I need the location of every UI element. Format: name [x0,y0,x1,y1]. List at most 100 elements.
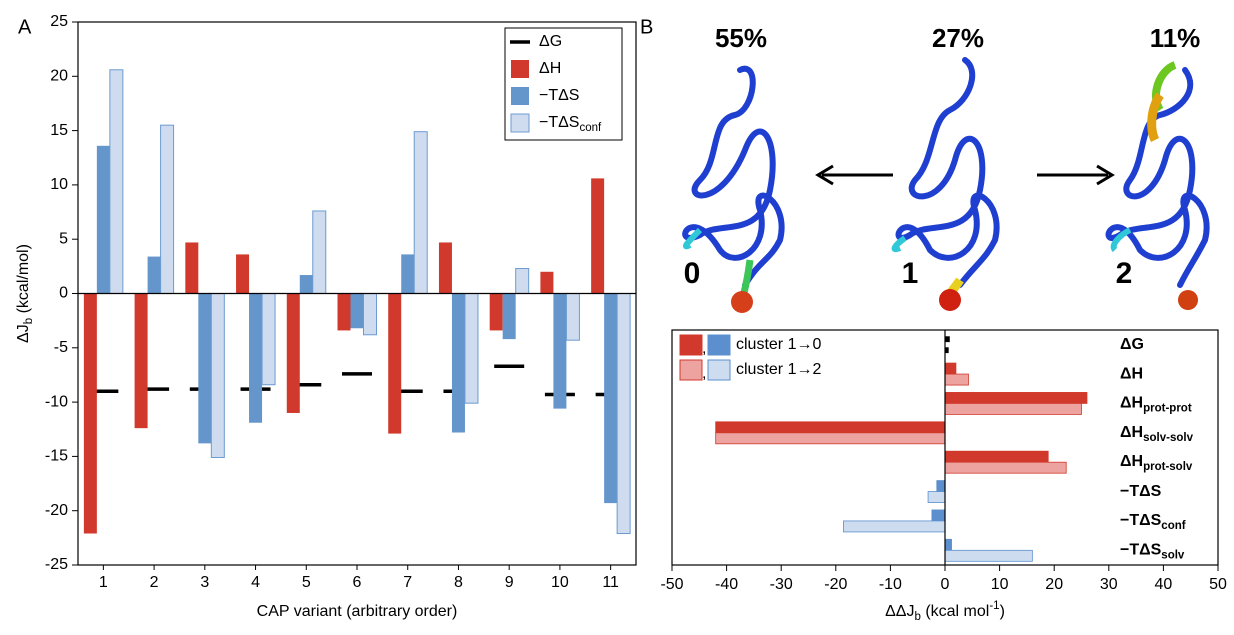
y-tick-label: -20 [45,502,68,519]
bar [84,294,97,534]
legend-swatch [680,335,702,355]
legend-label: cluster 1→0 [736,336,821,353]
bar [148,257,161,294]
panel-label: B [640,16,653,38]
bar [617,294,630,534]
bar [465,294,478,404]
bar [414,132,427,294]
bar [716,422,945,433]
bar [716,433,945,444]
bar [928,492,945,503]
cluster-label: 0 [684,257,701,290]
x-tick-label: 4 [251,574,260,591]
population: 27% [932,23,984,53]
legend-label: cluster 1→2 [736,361,821,378]
text-part: prot-solv [1143,461,1193,473]
x-tick-label: 0 [941,576,950,593]
bar [945,374,968,385]
legend-swatch [511,87,529,105]
category-label: ΔH [1120,365,1143,382]
bar [198,294,211,444]
x-tick-label: 5 [302,574,311,591]
panel-label: A [18,16,32,38]
bar [540,272,553,294]
legend-swatch [511,114,529,132]
bar [516,269,529,294]
x-tick-label: 8 [454,574,463,591]
x-axis-label: ΔΔJb (kcal mol-1) [885,600,1005,623]
bar [452,294,465,433]
population: 55% [715,23,767,53]
text-part: −TΔS [1120,512,1162,529]
text-part: −TΔS [1120,542,1162,559]
x-axis-label: CAP variant (arbitrary order) [257,603,458,620]
y-tick-label: 25 [50,13,68,30]
text-part: conf [1161,520,1185,532]
bar [945,462,1066,473]
x-tick-label: -50 [660,576,683,593]
bar [110,70,123,294]
y-tick-label: -10 [45,393,68,410]
legend-swatch [708,360,730,380]
x-tick-label: -30 [770,576,793,593]
population: 11% [1150,23,1201,53]
category-label: ΔHprot-prot [1120,395,1192,415]
category-label: −TΔS [1120,483,1162,500]
x-tick-label: 1 [99,574,108,591]
bar [236,254,249,293]
bar [843,521,945,532]
bar [945,392,1087,403]
legend-swatch [680,360,702,380]
bar [300,275,313,293]
x-tick-label: 10 [991,576,1009,593]
text-part: solv [1161,549,1185,561]
y-tick-label: 5 [59,230,68,247]
bar [249,294,262,423]
figure: A B 55% 27% 11% 0 1 2 -25-20-15-10-50510… [0,0,1234,630]
text-part: ΔH [1120,453,1143,470]
bar [490,294,503,331]
bar [932,510,945,521]
legend-separator: , [702,340,706,357]
bar [364,294,377,335]
legend-swatch [511,60,529,78]
x-tick-label: 11 [602,574,619,591]
text-part: -1 [989,600,999,612]
legend-label: −TΔS [539,87,579,104]
text-part: ΔΔJ [885,603,914,620]
bar [262,294,275,385]
x-tick-label: 6 [353,574,362,591]
legend-swatch [708,335,730,355]
bar [211,294,224,458]
y-tick-label: -5 [54,339,68,356]
bar [185,242,198,293]
text-part: conf [579,122,602,134]
x-tick-label: 20 [1045,576,1063,593]
x-tick-label: 50 [1209,576,1227,593]
y-tick-label: 0 [59,285,68,302]
bar [503,294,516,340]
category-label: −TΔSsolv [1120,542,1185,562]
text-part: ΔH [1120,395,1143,412]
category-label: ΔHprot-solv [1120,453,1193,473]
text-part: ΔJ [15,324,32,343]
category-label: −TΔSconf [1120,512,1186,532]
legend-separator: , [702,365,706,382]
x-tick-label: -20 [824,576,847,593]
x-tick-label: 30 [1100,576,1118,593]
y-axis-label: ΔJb (kcal/mol) [15,244,35,343]
text-part: −TΔS [539,114,579,131]
legend-label: ΔH [539,60,561,77]
bar [338,294,351,331]
bar [401,254,414,293]
bar [439,242,452,293]
bar [135,294,148,429]
y-tick-label: 15 [50,122,68,139]
bar [351,294,364,329]
y-tick-label: 10 [50,176,68,193]
text-part: ) [1000,603,1005,620]
x-tick-label: -10 [879,576,902,593]
bar [161,125,174,293]
x-tick-label: 9 [505,574,514,591]
bar [604,294,617,504]
